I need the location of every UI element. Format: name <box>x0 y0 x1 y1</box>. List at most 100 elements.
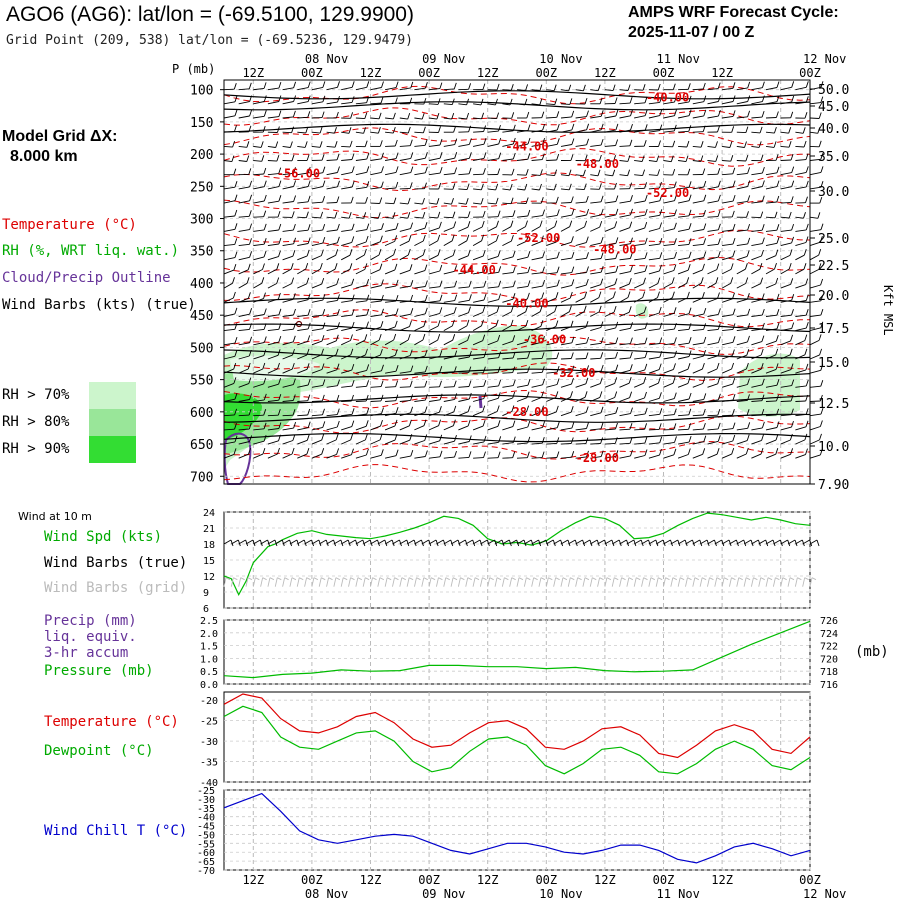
wind-barb-true <box>729 539 737 545</box>
time-date-label-top: 10 Nov <box>539 52 582 66</box>
wind-barb <box>370 326 382 332</box>
wind-barb-flag <box>542 209 546 216</box>
wind-barb-flag <box>717 238 721 245</box>
wind-barb <box>590 214 602 218</box>
wind-barb <box>341 340 351 346</box>
wind-barb-flag <box>437 333 441 341</box>
wind-barb <box>516 130 529 133</box>
wind-barb-true-flag <box>325 539 329 547</box>
wind-barb-flag <box>760 154 764 161</box>
wind-barb-flag <box>747 223 751 231</box>
wind-barb <box>780 201 792 204</box>
wind-barb-flag <box>424 434 428 441</box>
wind-barb <box>795 385 807 388</box>
wind-barb <box>414 87 426 91</box>
wind-barb-flag <box>234 109 238 116</box>
wind-barb-true-flag <box>508 539 512 547</box>
wind-barb <box>546 174 555 177</box>
wind-barb-flag <box>395 308 399 315</box>
wind-barb-true-flag <box>377 539 380 547</box>
wind-barb <box>502 442 514 445</box>
wind-barb <box>253 200 265 204</box>
wind-barb <box>443 103 453 106</box>
wind-barb-flag <box>467 405 471 412</box>
wind-barb-flag <box>791 309 794 316</box>
wind-barb <box>238 297 249 303</box>
wind-barb-flag <box>306 348 310 356</box>
wind-barb-flag <box>542 378 546 385</box>
wind-barb-flag <box>524 98 528 106</box>
wind-barb <box>238 115 250 119</box>
wind-barb <box>428 312 440 317</box>
wind-barb <box>604 145 616 147</box>
wind-barb <box>472 255 484 261</box>
wind-barb <box>341 354 351 360</box>
wind-barb-flag <box>350 348 354 355</box>
wind-barb <box>692 243 704 247</box>
wind-barb-flag <box>278 378 282 385</box>
wind-barb <box>546 427 558 431</box>
wind-barb-flag <box>307 335 311 342</box>
wind-barb-flag <box>407 212 411 219</box>
wind-barb <box>414 412 426 417</box>
wind-barb-grid-flag <box>694 577 700 581</box>
wind-barb <box>487 411 498 417</box>
grid-point-info: Grid Point (209, 538) lat/lon = (-69.523… <box>6 33 413 48</box>
wind-barb-grid <box>560 577 564 587</box>
legend-wind-barbs: Wind Barbs (kts) (true) <box>2 297 196 313</box>
wind-barb <box>443 144 455 147</box>
wind-barb-flag <box>541 153 545 160</box>
wind-barb-flag <box>819 448 823 456</box>
wind-barb-flag <box>702 448 706 455</box>
wind-barb <box>428 240 438 246</box>
wind-barb-flag <box>336 223 340 231</box>
wind-barb-flag <box>510 84 514 91</box>
wind-barb-true <box>655 539 664 545</box>
wind-barb <box>634 442 645 445</box>
wind-barb-true <box>450 539 459 545</box>
wind-barb-flag <box>483 265 487 273</box>
wind-barb-flag <box>658 363 662 370</box>
wind-barb-flag <box>336 196 340 203</box>
wind-barb-flag <box>304 141 308 148</box>
wind-barb-flag <box>379 348 383 356</box>
wind-barb-flag <box>468 392 472 400</box>
wind-barb-grid <box>553 577 557 587</box>
wind-barb-flag <box>715 155 719 162</box>
wind-barb <box>443 371 455 374</box>
wind-barb-flag <box>512 351 516 359</box>
wind-barb-flag <box>791 379 795 386</box>
wind-barb <box>253 328 265 332</box>
wind-barb <box>531 215 543 218</box>
wind-barb-flag <box>249 435 253 442</box>
pressure-right-tick-label: 720 <box>820 654 838 665</box>
wind-barb-grid <box>736 577 740 587</box>
wind-barb <box>634 357 646 360</box>
wind-barb <box>297 354 308 360</box>
wind-barb-flag <box>292 348 295 356</box>
wind-barb-flag <box>586 138 590 145</box>
wind-barb-flag <box>791 95 795 103</box>
wind-barb-true-flag <box>406 539 410 547</box>
wind-barb-flag <box>424 406 428 413</box>
wind-barb-flag <box>366 294 370 301</box>
wind-barb-flag <box>687 363 691 370</box>
pressure-tick-label: 600 <box>190 406 213 421</box>
wind-barb <box>385 131 394 134</box>
wind-barb <box>765 368 777 374</box>
wind-barb-flag <box>644 221 648 229</box>
height-axis-title: Kft MSL <box>881 285 895 336</box>
wind-barb <box>531 384 543 388</box>
wind-barb-flag <box>379 433 383 441</box>
wind-barb-flag <box>293 308 296 316</box>
wind-barb <box>780 254 791 261</box>
wind-barb-flag <box>526 451 530 458</box>
pressure-tick-label: 550 <box>190 374 213 389</box>
wind-barb-flag <box>410 406 414 413</box>
wind-barb-flag <box>393 197 397 204</box>
wind-barb <box>370 454 382 459</box>
wind-barb-flag <box>366 279 370 286</box>
wind-barb-flag <box>659 181 662 189</box>
wind-barb-flag <box>423 320 427 327</box>
wind-barb-flag <box>673 322 677 330</box>
